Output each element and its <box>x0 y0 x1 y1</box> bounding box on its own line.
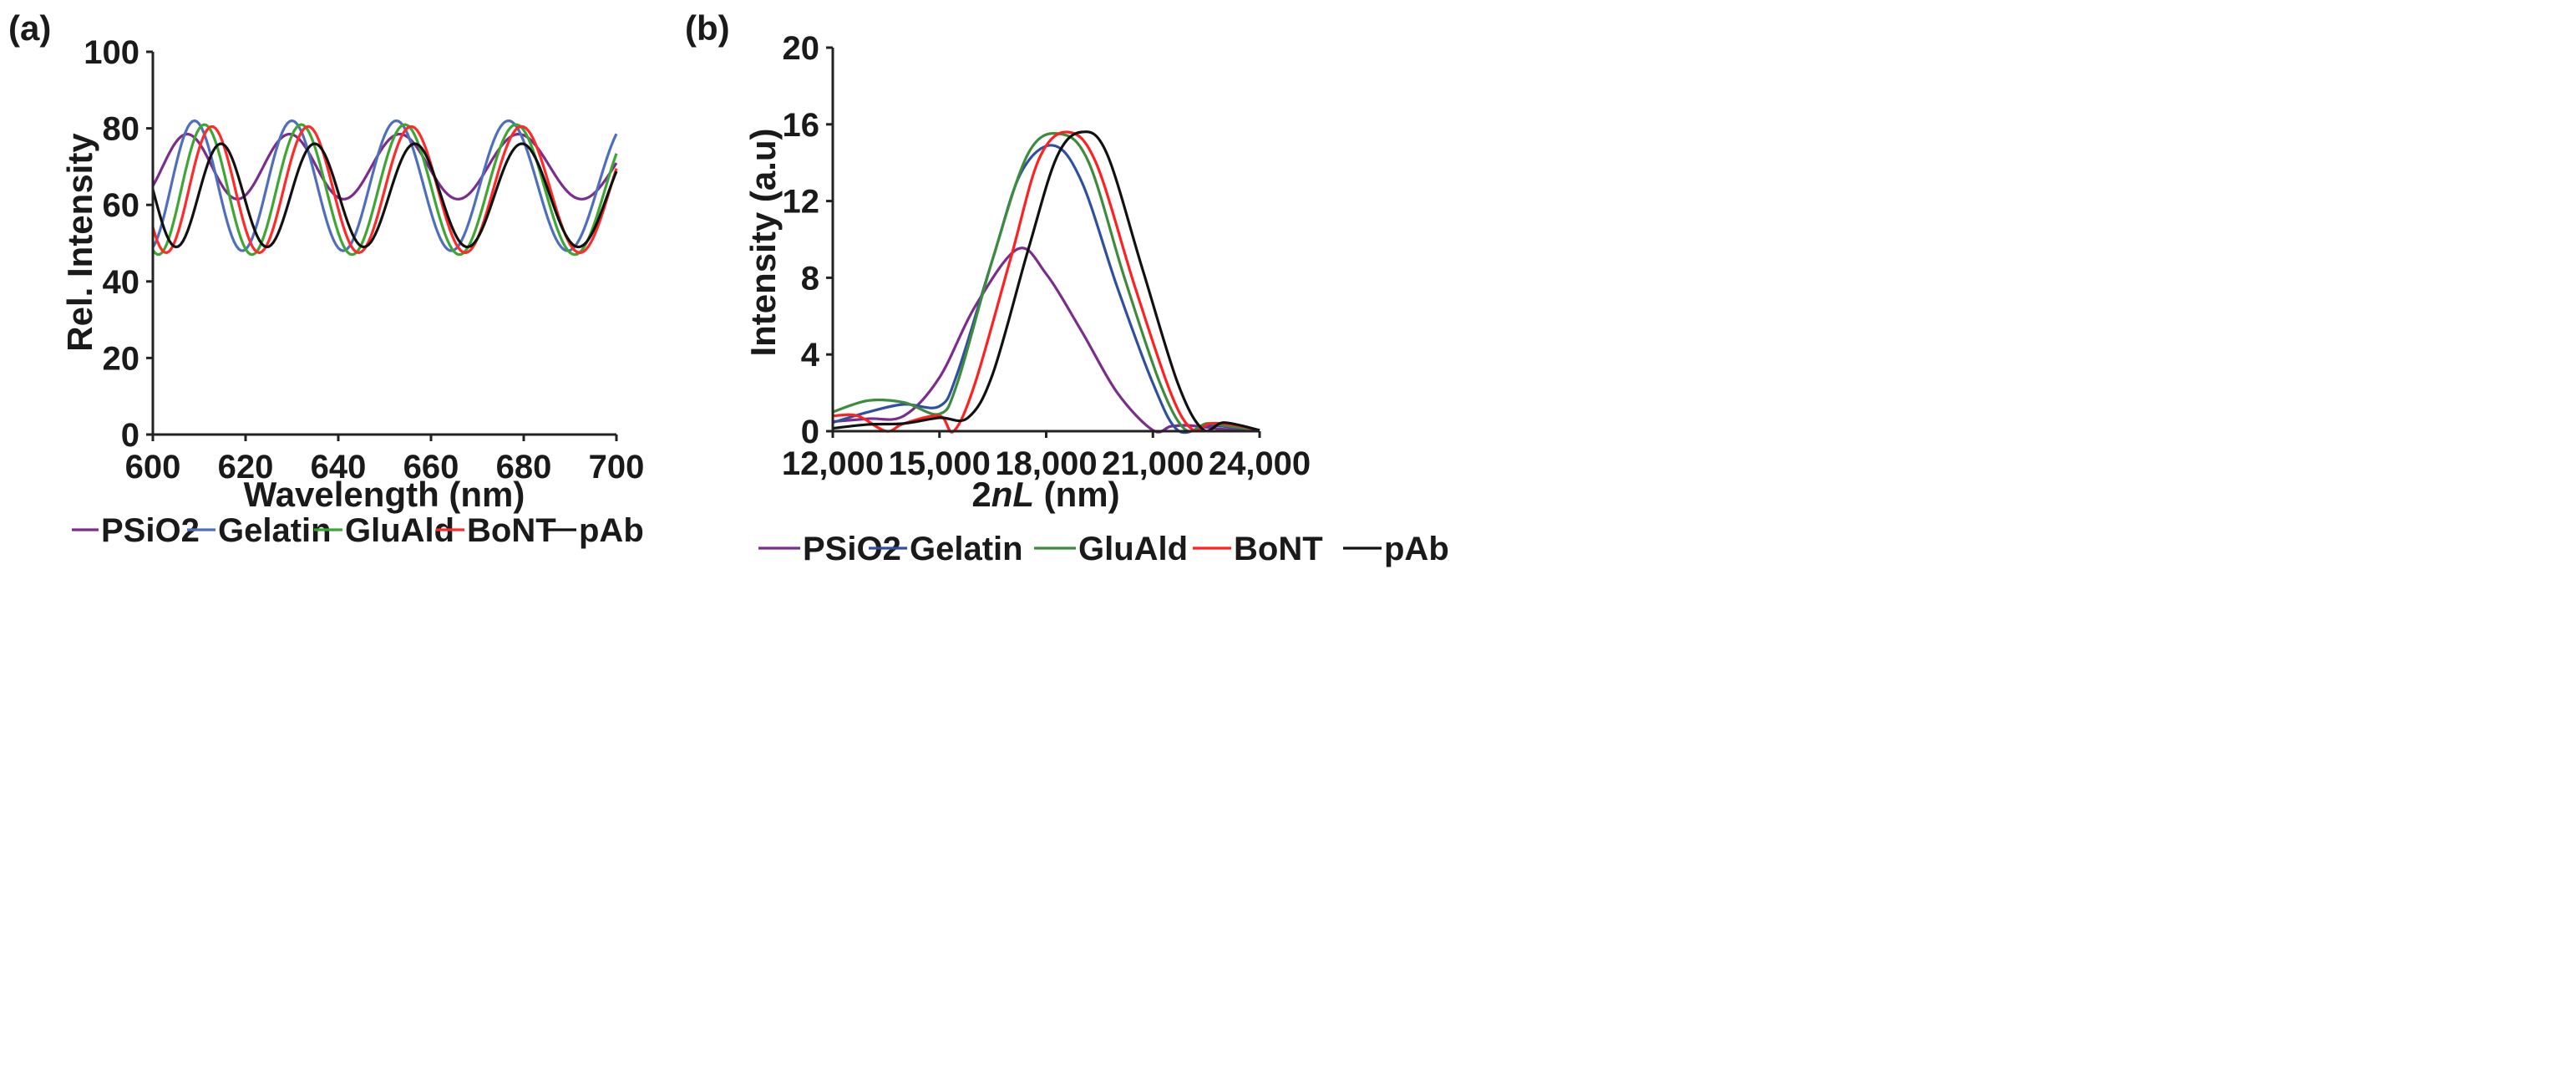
legend-label-gluald: GluAld <box>1078 531 1188 567</box>
y-tick-label: 8 <box>801 260 819 297</box>
series-line-bont <box>832 130 1260 434</box>
series-line-bont <box>151 125 618 255</box>
chart-a-xlabel: Wavelength (nm) <box>244 475 525 514</box>
legend-label-bont: BoNT <box>467 512 556 549</box>
x-tick-label: 12,000 <box>782 445 884 482</box>
xlabel-prefix: 2 <box>971 475 991 514</box>
legend-label-pab: pAb <box>579 512 644 549</box>
y-tick-label: 80 <box>103 111 140 148</box>
y-tick-label: 0 <box>801 414 819 450</box>
legend-label-gelatin: Gelatin <box>218 512 332 549</box>
x-tick-label: 620 <box>218 449 274 486</box>
x-tick-label: 700 <box>589 449 645 486</box>
y-tick-label: 60 <box>103 187 140 224</box>
x-tick-label: 640 <box>311 449 367 486</box>
legend-label-gelatin: Gelatin <box>910 531 1023 567</box>
y-tick-label: 20 <box>103 340 140 377</box>
chart-b-ylabel: Intensity (a.u) <box>743 128 783 356</box>
legend-label-psio2: PSiO2 <box>101 512 200 549</box>
chart-b-legend: PSiO2 Gelatin GluAld BoNT pAb <box>758 531 1449 567</box>
x-tick-label: 18,000 <box>995 445 1097 482</box>
panel-b-label: (b) <box>685 8 730 48</box>
x-tick-label: 680 <box>496 449 552 486</box>
panel-a-label: (a) <box>8 8 51 48</box>
legend-label-bont: BoNT <box>1234 531 1323 567</box>
xlabel-italic: nL <box>991 475 1034 514</box>
chart-b: 0 4 8 12 16 20 12,000 15,000 18,000 21,000 24,000 <box>782 30 1311 482</box>
y-tick-label: 4 <box>801 337 820 374</box>
series-line-pab <box>151 142 618 249</box>
series-line-gluald <box>832 131 1260 433</box>
y-tick-label: 100 <box>84 34 139 71</box>
series-line-gelatin <box>151 119 618 252</box>
chart-b-xlabel: 2nL (nm) <box>971 475 1119 514</box>
chart-a-ylabel: Rel. Intensity <box>60 133 99 352</box>
x-tick-label: 660 <box>403 449 459 486</box>
x-tick-label: 600 <box>125 449 181 486</box>
x-tick-label: 21,000 <box>1102 445 1204 482</box>
legend-label-pab: pAb <box>1384 531 1449 567</box>
y-tick-label: 40 <box>103 264 140 301</box>
x-tick-label: 15,000 <box>889 445 991 482</box>
chart-a-legend: PSiO2 Gelatin GluAld BoNT pAb <box>72 512 644 549</box>
y-tick-label: 12 <box>783 184 820 221</box>
y-tick-label: 0 <box>121 417 139 454</box>
y-tick-label: 20 <box>783 30 820 67</box>
chart-a: 0 20 40 60 80 100 600 620 640 660 680 700 <box>84 34 644 486</box>
series-line-pab <box>832 130 1260 433</box>
xlabel-suffix: (nm) <box>1034 475 1120 514</box>
y-tick-label: 16 <box>783 107 820 144</box>
x-tick-label: 24,000 <box>1209 445 1311 482</box>
